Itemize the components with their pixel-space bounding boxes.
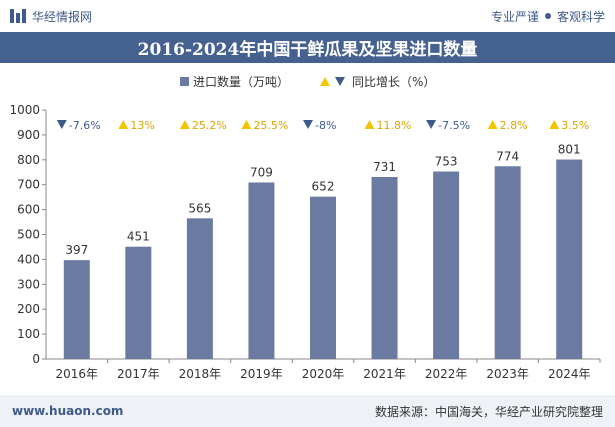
slogan: 专业严谨 客观科学 <box>491 8 605 25</box>
footer: www.huaon.com 数据来源：中国海关，华经产业研究院整理 <box>0 395 615 427</box>
brand-logo: 华经情报网 <box>10 8 92 25</box>
bar-2017年 <box>125 246 152 359</box>
growth-label: 2.8% <box>500 119 528 132</box>
growth-up-icon <box>549 120 560 129</box>
legend-label-import: 进口数量（万吨） <box>193 74 289 89</box>
brand-name: 华经情报网 <box>32 9 93 24</box>
growth-up-icon <box>241 120 252 129</box>
growth-label: 13% <box>130 119 154 132</box>
bar-2019年 <box>248 182 275 359</box>
bar-value-label: 397 <box>65 243 88 257</box>
bar-value-label: 801 <box>558 143 581 157</box>
x-tick-label: 2023年 <box>486 367 529 381</box>
y-tick-label: 200 <box>17 302 40 316</box>
x-tick-label: 2024年 <box>548 367 591 381</box>
growth-label: -8% <box>315 119 336 132</box>
growth-up-icon <box>179 120 190 129</box>
bar-chart: 进口数量（万吨） 同比增长（%） 0 100 200 300 400 500 600 700 800… <box>9 74 601 381</box>
slogan-left: 专业严谨 <box>490 9 539 24</box>
y-tick-label: 0 <box>32 352 40 366</box>
bar-value-label: 451 <box>127 230 150 244</box>
growth-label: 3.5% <box>561 119 589 132</box>
x-tick-label: 2018年 <box>179 367 222 381</box>
y-tick-label: 100 <box>17 327 40 341</box>
y-tick-label: 800 <box>17 153 40 167</box>
growth-up-icon <box>487 120 498 129</box>
bar-value-label: 753 <box>435 155 458 169</box>
bar-value-label: 565 <box>188 201 211 215</box>
y-tick-label: 300 <box>17 277 40 291</box>
growth-label: -7.5% <box>438 119 470 132</box>
bar-2023年 <box>494 166 521 359</box>
bar-2022年 <box>433 171 460 359</box>
legend-up-triangle-icon <box>320 77 330 86</box>
bar-value-label: 731 <box>373 160 396 174</box>
growth-down-icon <box>56 120 67 129</box>
data-source: 数据来源：中国海关，华经产业研究院整理 <box>374 404 603 419</box>
bar-value-label: 774 <box>496 149 519 163</box>
legend-down-triangle-icon <box>335 77 345 86</box>
logo-icon <box>10 9 26 23</box>
y-tick-label: 600 <box>17 203 40 217</box>
bar-2018年 <box>186 218 213 359</box>
growth-up-icon <box>364 120 375 129</box>
legend-swatch-import <box>180 77 189 86</box>
bar-2024年 <box>556 159 583 359</box>
y-tick-label: 900 <box>17 128 40 142</box>
legend-label-growth: 同比增长（%） <box>352 75 435 89</box>
y-tick-label: 1000 <box>9 103 40 117</box>
top-bar: 华经情报网 专业严谨 客观科学 <box>0 0 615 32</box>
growth-up-icon <box>118 120 129 129</box>
growth-label: -7.6% <box>69 119 101 132</box>
x-tick-label: 2021年 <box>363 367 406 381</box>
bar-2020年 <box>310 196 336 359</box>
footer-url[interactable]: www.huaon.com <box>12 404 124 418</box>
slogan-right: 客观科学 <box>556 9 605 24</box>
y-tick-label: 700 <box>17 178 40 192</box>
x-tick-label: 2019年 <box>240 367 283 381</box>
bar-2021年 <box>371 176 398 359</box>
chart-title: 2016-2024年中国干鲜瓜果及坚果进口数量 <box>137 40 478 60</box>
growth-down-icon <box>426 120 437 129</box>
bar-value-label: 709 <box>250 165 273 179</box>
bar-2016年 <box>63 260 90 359</box>
y-tick-label: 500 <box>17 228 40 242</box>
x-tick-label: 2016年 <box>56 367 99 381</box>
x-tick-label: 2022年 <box>425 367 468 381</box>
growth-label: 25.5% <box>253 119 288 132</box>
growth-down-icon <box>303 120 313 129</box>
bar-value-label: 652 <box>312 180 335 194</box>
bullet-icon <box>544 13 551 19</box>
y-tick-label: 400 <box>17 252 40 266</box>
chart-title-bar: 2016-2024年中国干鲜瓜果及坚果进口数量 <box>0 32 615 63</box>
x-tick-label: 2017年 <box>117 367 160 381</box>
growth-label: 25.2% <box>192 119 227 132</box>
growth-label: 11.8% <box>377 119 412 132</box>
x-tick-label: 2020年 <box>302 367 345 381</box>
